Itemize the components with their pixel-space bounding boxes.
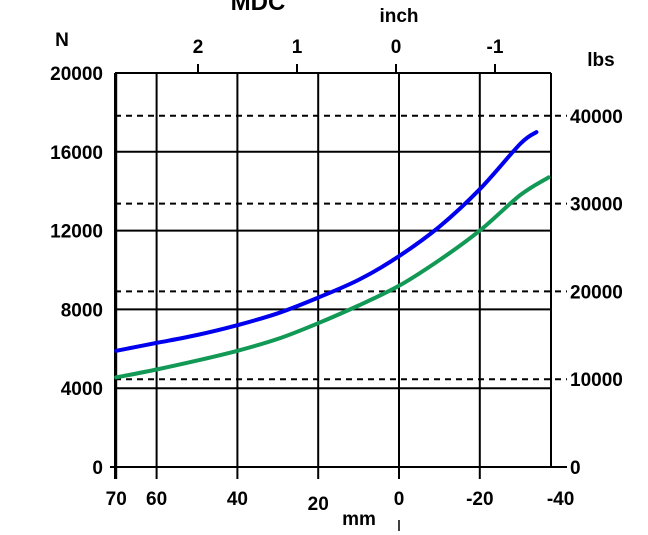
grid <box>110 64 567 479</box>
series-layer <box>114 130 551 380</box>
y-left-tick-label: 16000 <box>50 143 103 164</box>
x-bottom-tick-label: 20 <box>308 494 329 515</box>
y-right-tick-label: 0 <box>570 458 581 479</box>
y-right-tick-label: 10000 <box>570 370 623 391</box>
y-right-tick-label: 20000 <box>570 282 623 303</box>
y-right-tick-label: 40000 <box>570 107 623 128</box>
x-bottom-tick-label: -40 <box>547 489 574 510</box>
y-left-tick-label: 20000 <box>50 64 103 85</box>
y-right-tick-label: 30000 <box>570 195 623 216</box>
tick-labels: 0400080001200016000200000100002000030000… <box>50 37 623 515</box>
chart-title: MDC <box>231 0 286 16</box>
x-bottom-tick-label: 70 <box>106 489 127 510</box>
y-left-axis-label: N <box>55 30 69 51</box>
y-left-tick-label: 0 <box>92 458 103 479</box>
x-bottom-tick-label: 60 <box>146 489 167 510</box>
x-bottom-axis-label: mm <box>342 509 376 530</box>
x-top-tick-label: -1 <box>487 37 504 58</box>
y-right-axis-label: lbs <box>587 50 614 71</box>
y-left-tick-label: 4000 <box>61 379 103 400</box>
x-top-tick-label: 1 <box>292 37 303 58</box>
x-bottom-tick-label: -20 <box>466 489 493 510</box>
y-left-tick-label: 8000 <box>61 300 103 321</box>
series-line-1 <box>114 130 539 353</box>
y-left-tick-label: 12000 <box>50 222 103 243</box>
x-bottom-tick-label: 40 <box>227 489 248 510</box>
series-line-2 <box>114 175 551 380</box>
x-top-axis-label: inch <box>379 6 418 27</box>
x-top-tick-label: 0 <box>391 37 402 58</box>
x-bottom-tick-label: 0 <box>394 489 405 510</box>
x-top-tick-label: 2 <box>193 37 204 58</box>
